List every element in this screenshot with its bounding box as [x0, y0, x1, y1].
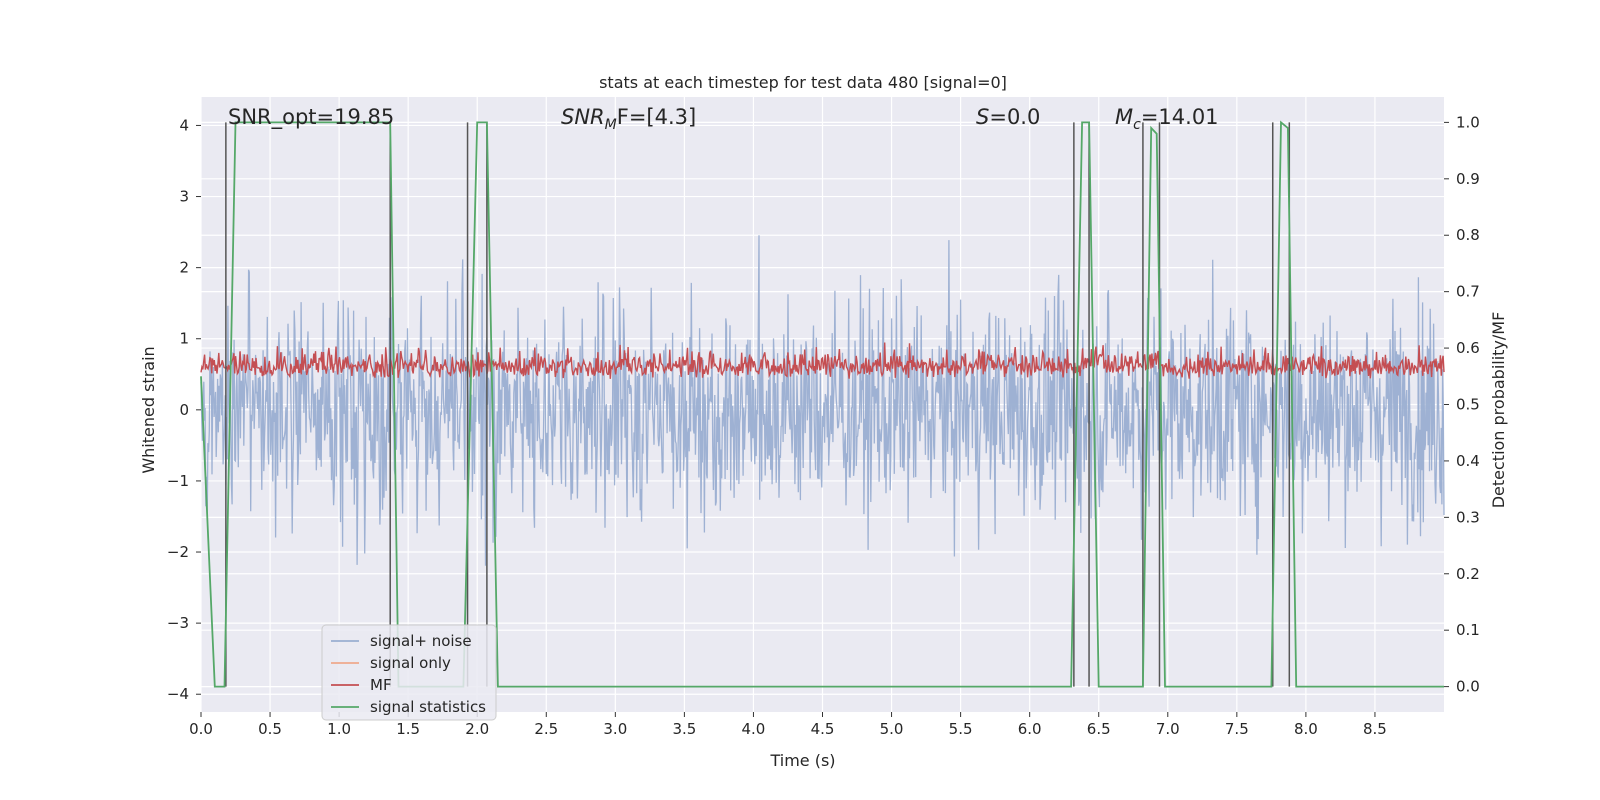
y-right-tick-label: 0.2 [1456, 565, 1480, 583]
annotation-snr-opt: SNR_opt=19.85 [228, 105, 394, 130]
y-axis-label: Whitened strain [139, 346, 158, 473]
mf-line [200, 342, 1445, 379]
y-right-tick-label: 1.0 [1456, 113, 1480, 131]
y-tick-label: 0 [179, 401, 189, 419]
x-tick-label: 0.5 [258, 720, 282, 738]
y-right-tick-label: 0.9 [1456, 170, 1480, 188]
y-tick-label: −1 [167, 472, 189, 490]
x-tick-label: 1.0 [327, 720, 351, 738]
chart-title: stats at each timestep for test data 480… [599, 73, 1007, 92]
y-axis-right-ticks: 0.0 0.1 0.2 0.3 0.4 0.5 0.6 0.7 0.8 0.9 1.0 [1444, 113, 1480, 696]
annotation-snr-mf: SNRMF=[4.3] [561, 105, 696, 133]
legend-label-signal-statistics: signal statistics [370, 698, 486, 716]
legend-label-signal-noise: signal+ noise [370, 632, 472, 650]
vertical-marker-lines [225, 122, 1291, 687]
y-tick-label: 2 [179, 259, 189, 277]
y-right-tick-label: 0.8 [1456, 226, 1480, 244]
y-tick-label: −4 [167, 685, 189, 703]
x-tick-label: 2.5 [534, 720, 558, 738]
y-right-tick-label: 0.4 [1456, 452, 1480, 470]
mf-series [200, 342, 1445, 379]
x-tick-label: 3.0 [603, 720, 627, 738]
legend-box [321, 624, 497, 721]
y-tick-label: −3 [167, 614, 189, 632]
x-tick-label: 2.0 [465, 720, 489, 738]
annotation-s: S=0.0 [976, 105, 1040, 129]
x-tick-label: 6.5 [1087, 720, 1111, 738]
x-tick-label: 7.5 [1225, 720, 1249, 738]
y-right-tick-label: 0.1 [1456, 621, 1480, 639]
x-tick-label: 5.5 [949, 720, 973, 738]
x-tick-label: 7.0 [1156, 720, 1180, 738]
y-right-tick-label: 0.6 [1456, 339, 1480, 357]
signal-statistics-series [200, 120, 1444, 688]
y-axis-right-label: Detection probability/MF [1489, 312, 1508, 509]
y-right-tick-label: 0.7 [1456, 283, 1480, 301]
signal-plus-noise-series [200, 235, 1445, 566]
x-tick-label: 5.0 [880, 720, 904, 738]
signal-statistics-line [200, 120, 1444, 688]
signal-plus-noise-line [200, 235, 1445, 566]
x-axis-label: Time (s) [769, 751, 835, 770]
x-tick-label: 1.5 [396, 720, 420, 738]
y-tick-label: −2 [167, 543, 189, 561]
annotation-mc: Mc=14.01 [1115, 105, 1219, 133]
x-tick-label: 8.5 [1363, 720, 1387, 738]
x-tick-label: 6.0 [1018, 720, 1042, 738]
y-tick-label: 4 [179, 116, 189, 134]
x-axis-ticks: 0.0 0.5 1.0 1.5 2.0 2.5 3.0 3.5 4.0 4.5 5.0 5.5 6.0 6… [189, 712, 1387, 738]
x-tick-label: 0.0 [189, 720, 213, 738]
legend-label-signal-only: signal only [370, 654, 451, 672]
x-tick-label: 8.0 [1294, 720, 1318, 738]
x-tick-label: 4.0 [742, 720, 766, 738]
y-tick-label: 3 [179, 188, 189, 206]
y-right-tick-label: 0.5 [1456, 396, 1480, 414]
y-right-tick-label: 0.3 [1456, 508, 1480, 526]
y-right-tick-label: 0.0 [1456, 678, 1480, 696]
legend: signal+ noise signal only MF signal stat… [321, 624, 497, 721]
x-tick-label: 3.5 [672, 720, 696, 738]
y-tick-label: 1 [179, 330, 189, 348]
y-axis-left-ticks: −4 −3 −2 −1 0 1 2 3 4 [167, 116, 201, 703]
x-tick-label: 4.5 [811, 720, 835, 738]
legend-label-mf: MF [370, 676, 392, 694]
